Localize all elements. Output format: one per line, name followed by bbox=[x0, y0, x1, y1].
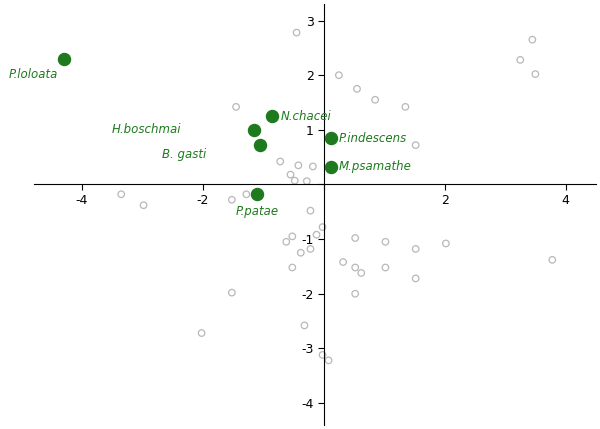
Point bbox=[290, 177, 299, 184]
Point bbox=[287, 264, 297, 271]
Point bbox=[352, 85, 362, 92]
Point bbox=[326, 163, 336, 170]
Point bbox=[356, 269, 366, 276]
Point bbox=[253, 191, 262, 198]
Point bbox=[302, 178, 311, 184]
Point bbox=[350, 264, 360, 271]
Point bbox=[139, 202, 148, 208]
Point bbox=[338, 259, 348, 266]
Point bbox=[380, 264, 390, 271]
Point bbox=[380, 239, 390, 245]
Text: H.boschmai: H.boschmai bbox=[112, 123, 182, 136]
Point bbox=[548, 257, 557, 263]
Point bbox=[116, 191, 126, 198]
Text: P.loloata: P.loloata bbox=[8, 68, 58, 81]
Point bbox=[296, 249, 305, 256]
Point bbox=[286, 171, 295, 178]
Point bbox=[350, 290, 360, 297]
Point bbox=[411, 142, 421, 148]
Point bbox=[281, 239, 291, 245]
Point bbox=[305, 207, 315, 214]
Point bbox=[350, 235, 360, 242]
Point bbox=[530, 71, 540, 78]
Point bbox=[411, 275, 421, 282]
Point bbox=[441, 240, 451, 247]
Point bbox=[411, 245, 421, 252]
Point bbox=[527, 36, 537, 43]
Point bbox=[401, 103, 410, 110]
Point bbox=[312, 231, 322, 238]
Text: B. gasti: B. gasti bbox=[161, 148, 206, 161]
Point bbox=[231, 103, 241, 110]
Point bbox=[227, 196, 236, 203]
Point bbox=[250, 127, 259, 133]
Point bbox=[299, 322, 309, 329]
Point bbox=[334, 72, 344, 79]
Text: P.indescens: P.indescens bbox=[339, 132, 407, 145]
Point bbox=[318, 351, 328, 358]
Point bbox=[305, 245, 315, 252]
Point bbox=[287, 233, 297, 240]
Point bbox=[268, 113, 277, 120]
Point bbox=[292, 29, 301, 36]
Point bbox=[515, 57, 525, 63]
Point bbox=[318, 224, 328, 230]
Point bbox=[227, 289, 236, 296]
Point bbox=[197, 329, 206, 336]
Text: M.psamathe: M.psamathe bbox=[339, 160, 412, 173]
Point bbox=[370, 97, 380, 103]
Point bbox=[275, 158, 285, 165]
Point bbox=[293, 162, 303, 169]
Point bbox=[308, 163, 317, 170]
Point bbox=[326, 135, 336, 142]
Point bbox=[324, 357, 334, 364]
Text: P.patae: P.patae bbox=[236, 205, 279, 218]
Text: N.chacei: N.chacei bbox=[280, 110, 331, 123]
Point bbox=[256, 142, 265, 148]
Point bbox=[242, 191, 251, 198]
Point bbox=[59, 55, 68, 62]
